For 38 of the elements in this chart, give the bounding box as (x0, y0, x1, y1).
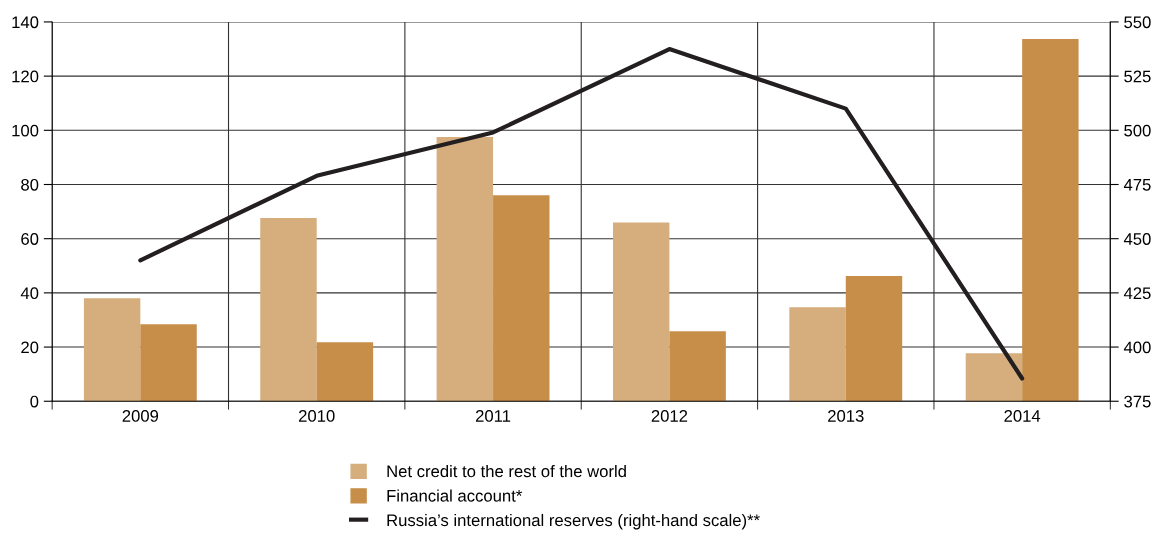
bar (612, 222, 670, 402)
y-tick-label: 100 (12, 124, 39, 137)
bar (260, 218, 317, 402)
bar (140, 324, 197, 402)
y-tick-label: 140 (12, 16, 39, 29)
bar (316, 342, 374, 402)
y2-tick-label: 500 (1124, 124, 1151, 137)
y-tick-label: 60 (21, 233, 39, 245)
x-tick-label: 2014 (1004, 410, 1041, 422)
bar (845, 276, 903, 402)
bar (789, 307, 846, 402)
y2-tick-label: 550 (1124, 16, 1151, 29)
legend-label: Russia’s international reserves (right-hand scale)** (387, 513, 760, 530)
x-tick-label: 2009 (122, 410, 159, 422)
legend-label: Net credit to the rest of the world (387, 464, 626, 478)
y2-tick-label: 375 (1124, 395, 1151, 408)
x-tick-label: 2013 (828, 410, 864, 422)
bar (965, 353, 1023, 402)
bar (436, 137, 494, 402)
y2-tick-label: 400 (1123, 341, 1151, 354)
y-tick-label: 120 (12, 70, 39, 83)
x-tick-label: 2011 (475, 410, 511, 422)
y2-tick-label: 475 (1123, 179, 1151, 191)
y-tick-label: 40 (20, 287, 39, 300)
bar (83, 298, 141, 402)
y-tick-label: 0 (30, 395, 39, 408)
x-tick-label: 2010 (299, 410, 335, 422)
y2-tick-label: 425 (1123, 287, 1151, 300)
legend-label: Financial account* (387, 489, 523, 502)
y-tick-label: 20 (21, 341, 39, 354)
y2-tick-label: 525 (1124, 70, 1151, 83)
x-tick-label: 2012 (651, 410, 688, 422)
y-tick-label: 80 (21, 178, 39, 191)
bar (493, 195, 550, 402)
bar (669, 331, 726, 402)
line-series (138, 46, 1025, 381)
y2-tick-label: 450 (1123, 233, 1151, 245)
bar (1022, 39, 1079, 402)
